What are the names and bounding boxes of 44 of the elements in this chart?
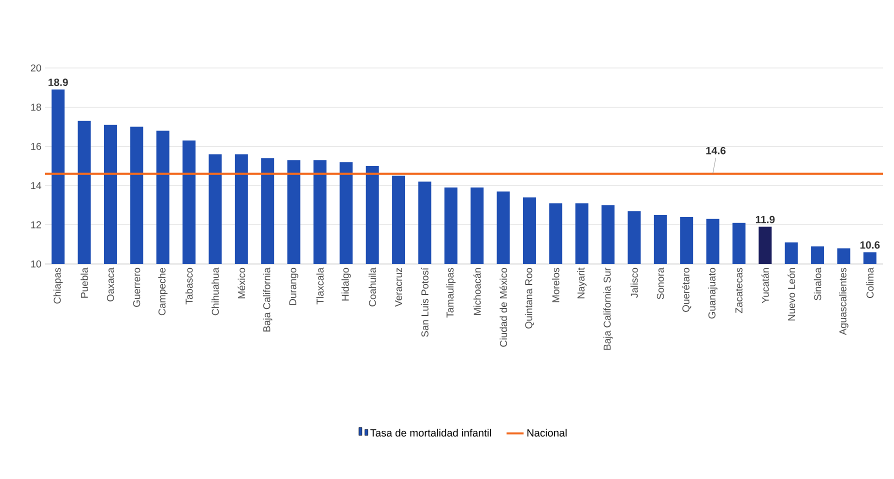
x-tick-label: Baja California Sur — [603, 268, 613, 350]
legend-label: Tasa de mortalidad infantil — [370, 428, 491, 437]
x-tick-label: Chiapas — [53, 268, 63, 304]
x-tick-label: Guerrero — [133, 268, 140, 307]
x-tick-label: Tlaxcala — [316, 268, 324, 304]
x-tick-label: Durango — [289, 268, 298, 305]
x-tick-label: Veracruz — [395, 268, 402, 307]
x-tick-label: Ciudad de México — [500, 268, 508, 347]
legend-label: Nacional — [527, 428, 567, 437]
x-tick-label: Baja California — [262, 268, 272, 332]
x-tick-label: Oaxaca — [106, 268, 114, 302]
x-tick-label: Sinaloa — [814, 268, 822, 300]
data-label: 11.9 — [756, 216, 775, 224]
y-tick-label: 14 — [31, 182, 42, 190]
x-tick-label: Sonora — [656, 268, 664, 300]
x-tick-label: Tamaulipas — [446, 268, 456, 318]
y-tick-label: 12 — [31, 221, 41, 228]
annotation: 14.6 — [706, 146, 726, 154]
x-tick-label: Yucatán — [761, 268, 769, 304]
x-tick-label: Hidalgo — [342, 268, 351, 300]
x-tick-label: Campeche — [158, 268, 168, 316]
x-tick-label: Guanajuato — [708, 268, 718, 319]
x-tick-label: Puebla — [80, 268, 88, 298]
y-tick-label: 18 — [31, 104, 42, 111]
x-tick-label: Michoacán — [473, 268, 481, 315]
x-tick-label: Nayarit — [577, 268, 586, 298]
x-tick-label: Quintana Roo — [524, 268, 534, 329]
x-tick-label: Nuevo León — [788, 268, 796, 320]
x-tick-label: Jalisco — [630, 268, 638, 298]
x-tick-label: Zacatecas — [735, 268, 742, 314]
y-tick-label: 10 — [31, 260, 42, 268]
x-tick-label: Chihuahua — [212, 268, 219, 316]
x-tick-label: Tabasco — [185, 268, 193, 304]
x-tick-label: Colima — [866, 268, 874, 298]
x-tick-label: Morelos — [552, 268, 560, 302]
data-label: 10.6 — [860, 241, 880, 249]
y-tick-label: 20 — [30, 64, 42, 72]
x-tick-label: Querétaro — [682, 268, 692, 312]
x-tick-label: Coahuila — [368, 268, 376, 306]
x-tick-label: Aguascalientes — [839, 268, 848, 336]
y-tick-label: 16 — [31, 142, 42, 150]
x-tick-label: México — [238, 268, 246, 298]
x-tick-label: San Luis Potosí — [421, 268, 428, 337]
data-label: 18.9 — [48, 78, 68, 86]
